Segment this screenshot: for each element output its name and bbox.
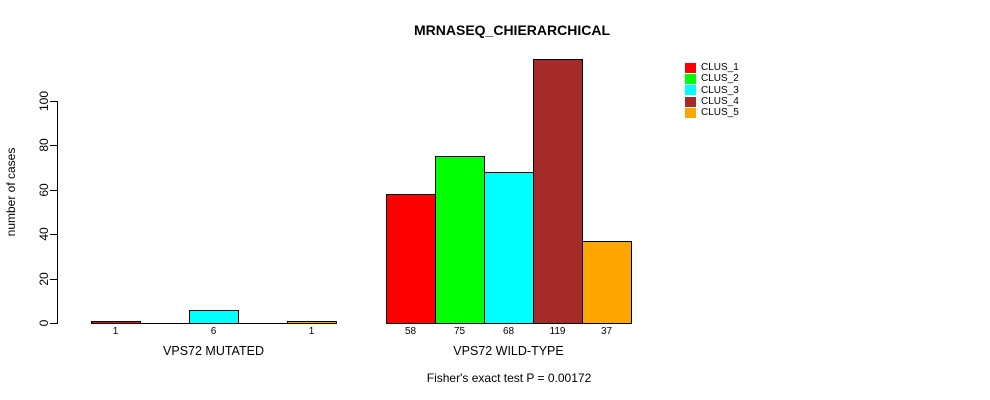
bar-clus_3-mutated bbox=[189, 310, 239, 324]
bar-clus_2-wildtype bbox=[435, 156, 485, 324]
bar-value-label: 75 bbox=[453, 326, 466, 337]
bar-clus_5-mutated bbox=[287, 321, 337, 324]
legend: CLUS_1 CLUS_2 CLUS_3 CLUS_4 CLUS_5 bbox=[685, 62, 739, 118]
y-tick-label: 80 bbox=[37, 138, 51, 152]
legend-item-clus_5: CLUS_5 bbox=[685, 107, 739, 118]
legend-swatch-icon bbox=[685, 62, 696, 73]
legend-label: CLUS_5 bbox=[701, 107, 739, 119]
y-tick-label: 60 bbox=[37, 183, 51, 197]
y-tick bbox=[50, 234, 57, 235]
bar-value-label: 68 bbox=[502, 326, 515, 337]
legend-label: CLUS_2 bbox=[701, 73, 739, 85]
bar-value-label: 1 bbox=[308, 326, 315, 337]
legend-label: CLUS_3 bbox=[701, 84, 739, 96]
bar-clus_3-wildtype bbox=[484, 172, 534, 324]
bar-clus_1-mutated bbox=[91, 321, 141, 324]
bar-value-label: 58 bbox=[404, 326, 417, 337]
y-tick bbox=[50, 190, 57, 191]
y-tick-label: 20 bbox=[37, 272, 51, 286]
bar-clus_4-wildtype bbox=[533, 59, 583, 324]
legend-item-clus_1: CLUS_1 bbox=[685, 62, 739, 73]
y-tick bbox=[50, 145, 57, 146]
legend-label: CLUS_1 bbox=[701, 62, 739, 74]
group-label: VPS72 MUTATED bbox=[163, 344, 264, 358]
bar-clus_1-wildtype bbox=[386, 194, 436, 324]
legend-item-clus_4: CLUS_4 bbox=[685, 96, 739, 107]
legend-swatch-icon bbox=[685, 107, 696, 118]
legend-label: CLUS_4 bbox=[701, 96, 739, 108]
legend-item-clus_3: CLUS_3 bbox=[685, 85, 739, 96]
chart-title: MRNASEQ_CHIERARCHICAL bbox=[413, 22, 611, 38]
y-tick-label: 0 bbox=[37, 319, 51, 327]
group-label: VPS72 WILD-TYPE bbox=[453, 344, 564, 358]
y-tick bbox=[50, 279, 57, 280]
y-tick-label: 100 bbox=[37, 90, 51, 112]
bar-clus_5-wildtype bbox=[582, 241, 632, 324]
legend-swatch-icon bbox=[685, 96, 696, 107]
y-axis bbox=[57, 101, 58, 324]
legend-item-clus_2: CLUS_2 bbox=[685, 73, 739, 84]
y-axis-label: number of cases bbox=[4, 147, 18, 237]
bar-value-label: 6 bbox=[210, 326, 217, 337]
bar-value-label: 1 bbox=[112, 326, 119, 337]
y-tick bbox=[50, 323, 57, 324]
y-tick-label: 40 bbox=[37, 227, 51, 241]
legend-swatch-icon bbox=[685, 73, 696, 84]
legend-swatch-icon bbox=[685, 85, 696, 96]
bar-value-label: 119 bbox=[549, 326, 566, 337]
fisher-test-footnote: Fisher's exact test P = 0.00172 bbox=[426, 371, 592, 385]
bar-value-label: 37 bbox=[600, 326, 613, 337]
y-tick bbox=[50, 101, 57, 102]
